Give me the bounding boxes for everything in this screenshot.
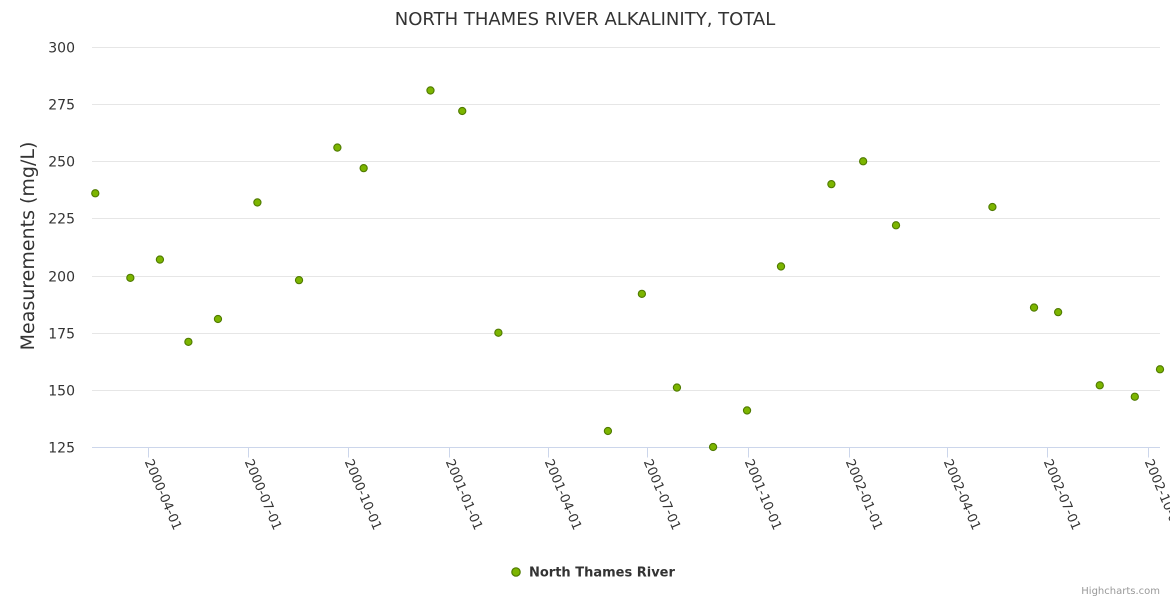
data-point[interactable] bbox=[91, 189, 100, 198]
chart-title: NORTH THAMES RIVER ALKALINITY, TOTAL bbox=[395, 9, 776, 30]
x-tick-label: 2002-01-01 bbox=[842, 457, 885, 532]
x-axis-ticks: 2000-04-01 2000-07-01 2000-10-01 2001-01-01… bbox=[141, 447, 1170, 533]
x-tick-label: 2001-07-01 bbox=[640, 457, 683, 532]
data-point[interactable] bbox=[1029, 303, 1039, 312]
data-point[interactable] bbox=[294, 275, 304, 285]
x-tick-label: 2001-01-01 bbox=[442, 457, 485, 532]
y-tick-label: 150 bbox=[48, 384, 75, 400]
credits-link[interactable]: Highcharts.com bbox=[1081, 586, 1160, 597]
data-point[interactable] bbox=[708, 442, 718, 452]
x-tick-label: 2001-10-01 bbox=[741, 457, 784, 532]
x-tick-label: 2002-07-01 bbox=[1040, 457, 1083, 532]
y-tick-label: 125 bbox=[48, 441, 75, 457]
data-point[interactable] bbox=[637, 289, 647, 299]
data-point[interactable] bbox=[253, 198, 262, 207]
data-point[interactable] bbox=[126, 273, 135, 283]
data-point[interactable] bbox=[426, 86, 435, 95]
data-point[interactable] bbox=[184, 337, 193, 347]
data-point[interactable] bbox=[827, 179, 836, 189]
data-point[interactable] bbox=[742, 406, 752, 415]
x-tick-label: 2000-04-01 bbox=[141, 457, 184, 532]
data-point[interactable] bbox=[891, 221, 901, 230]
data-point[interactable] bbox=[1130, 392, 1139, 401]
x-tick-label: 2002-10-01 bbox=[1141, 457, 1170, 532]
data-point[interactable] bbox=[494, 328, 503, 337]
data-point[interactable] bbox=[672, 383, 682, 392]
data-point[interactable] bbox=[1155, 365, 1165, 374]
x-tick-label: 2000-10-01 bbox=[341, 457, 384, 532]
y-tick-label: 225 bbox=[48, 212, 75, 228]
y-tick-label: 300 bbox=[48, 41, 75, 57]
legend[interactable]: North Thames River bbox=[511, 566, 676, 581]
y-tick-label: 275 bbox=[48, 98, 75, 114]
data-point[interactable] bbox=[1053, 307, 1063, 317]
data-point[interactable] bbox=[988, 202, 997, 212]
legend-marker-icon bbox=[511, 567, 521, 577]
data-point[interactable] bbox=[333, 143, 342, 152]
y-axis-label: Measurements (mg/L) bbox=[17, 142, 39, 351]
data-points bbox=[91, 86, 1165, 452]
y-tick-label: 175 bbox=[48, 327, 75, 343]
data-point[interactable] bbox=[776, 262, 786, 271]
x-tick-label: 2001-04-01 bbox=[541, 457, 584, 532]
grid-lines bbox=[92, 47, 1160, 391]
data-point[interactable] bbox=[603, 426, 613, 436]
data-point[interactable] bbox=[1095, 381, 1104, 390]
data-point[interactable] bbox=[155, 255, 165, 264]
y-tick-label: 250 bbox=[48, 155, 75, 171]
legend-item-label[interactable]: North Thames River bbox=[529, 566, 675, 581]
data-point[interactable] bbox=[213, 314, 223, 324]
x-tick-label: 2002-04-01 bbox=[940, 457, 983, 532]
y-axis-ticks: 125 150 175 200 225 250 275 300 bbox=[48, 41, 75, 457]
y-tick-label: 200 bbox=[48, 270, 75, 286]
data-point[interactable] bbox=[859, 157, 868, 166]
data-point[interactable] bbox=[359, 163, 368, 173]
x-tick-label: 2000-07-01 bbox=[241, 457, 284, 532]
data-point[interactable] bbox=[458, 106, 467, 116]
